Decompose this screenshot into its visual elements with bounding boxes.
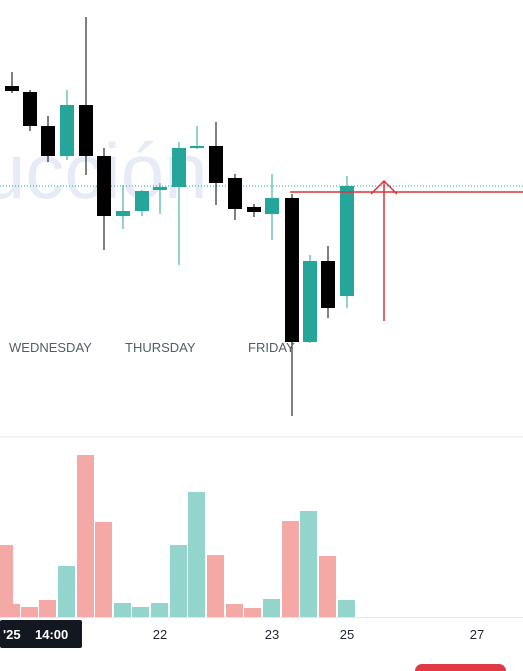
candle-body [60,105,74,156]
time-badge-year: '25 [3,627,21,642]
candle-body [23,92,37,126]
candle-body [79,105,93,156]
candle-body [265,198,279,214]
volume-bar [3,604,20,617]
candle-body [153,187,167,190]
candle-body [209,146,223,183]
volume-bar [263,599,280,617]
candle[interactable] [228,174,242,220]
volume-bar [58,566,75,617]
candle[interactable] [116,185,130,229]
candle[interactable] [172,142,186,265]
volume-bar [77,455,94,617]
candle[interactable] [321,246,335,318]
volume-bar [95,522,112,617]
time-tick-23: 23 [265,627,279,642]
candle-body [172,148,186,187]
volume-bar [300,511,317,617]
volume-bar [282,521,299,617]
candle[interactable] [303,255,317,343]
candle-body [247,207,261,212]
candle[interactable] [247,204,261,217]
volume-bar [151,603,168,617]
time-axis-active-badge [0,620,82,648]
candle-body [5,86,19,91]
candle-body [41,126,55,156]
day-label-thursday: THURSDAY [125,340,196,355]
volume-bar [338,600,355,617]
candle[interactable] [135,190,149,216]
time-tick-25: 25 [340,627,354,642]
volume-series[interactable] [0,455,355,617]
marker-arrow-head-icon [370,179,398,195]
candle[interactable] [79,17,93,175]
time-tick-22: 22 [153,627,167,642]
volume-bar [21,607,38,617]
candle-body [340,186,354,296]
day-label-friday: FRIDAY [248,340,295,355]
candle-body [190,146,204,148]
candle[interactable] [190,126,204,149]
candle[interactable] [265,174,279,240]
bottom-action-pill[interactable] [415,664,506,671]
candle-body [228,178,242,209]
candle[interactable] [5,72,19,93]
volume-bar [207,555,224,617]
candlestick-series[interactable] [5,17,354,416]
volume-bar [132,607,149,617]
time-badge-time: 14:00 [35,627,68,642]
candle[interactable] [340,176,354,308]
volume-bar [170,545,187,617]
volume-bar [39,600,56,617]
volume-bar [226,604,243,617]
candle-body [303,261,317,342]
candle[interactable] [209,122,223,205]
time-tick-27: 27 [470,627,484,642]
time-axis[interactable]: '25 14:00 22 23 25 27 [0,620,484,648]
volume-bar [0,545,13,617]
candle[interactable] [97,148,111,250]
volume-bar [244,608,261,617]
candle-body [321,261,335,308]
candle-body [97,156,111,216]
volume-bar [319,556,336,617]
volume-bar [188,492,205,617]
candle[interactable] [60,90,74,160]
drawing-arrow-marker[interactable] [290,179,523,321]
candle[interactable] [153,183,167,214]
volume-bar [114,603,131,617]
candle[interactable] [41,116,55,162]
candle-body [285,198,299,342]
day-label-wednesday: WEDNESDAY [9,340,92,355]
candle-body [135,191,149,211]
candle-body [116,211,130,216]
candle[interactable] [23,90,37,131]
candle[interactable] [285,194,299,416]
